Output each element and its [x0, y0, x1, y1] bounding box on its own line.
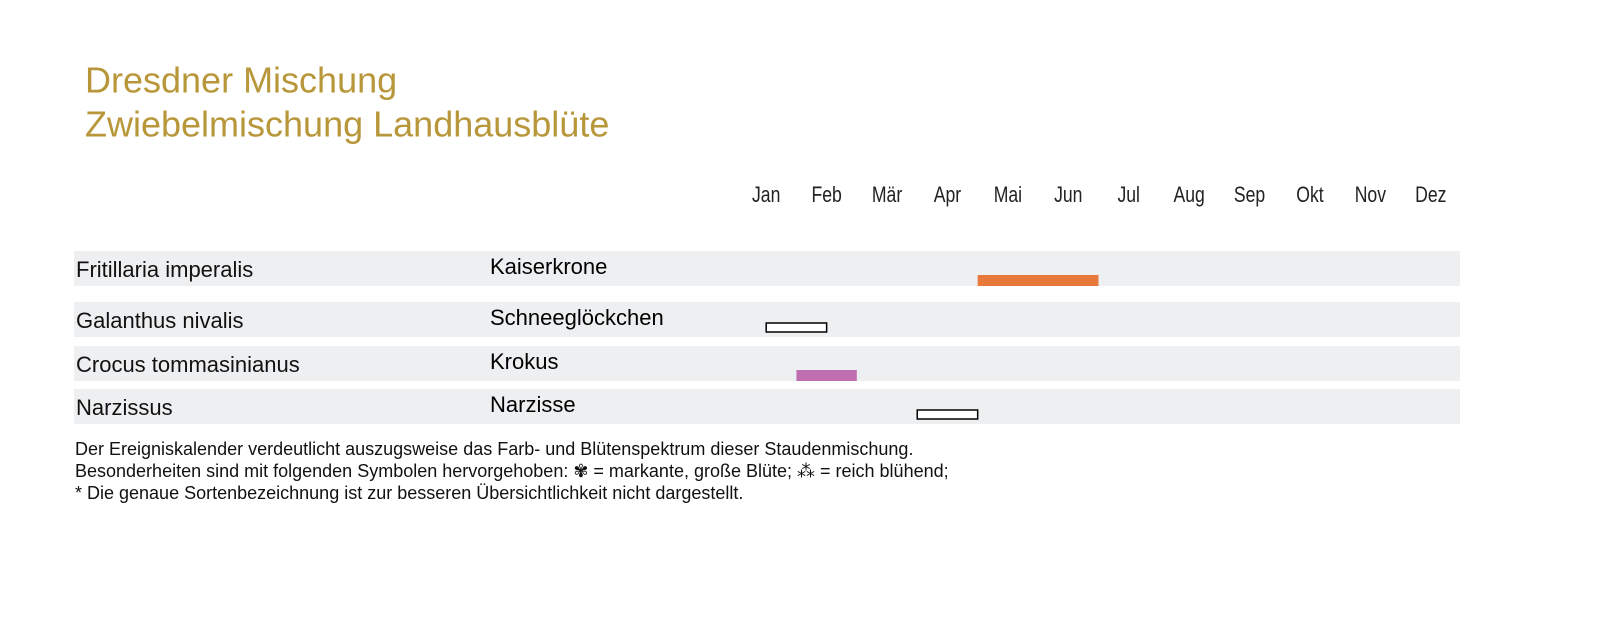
latin-name: Crocus tommasinianus: [76, 352, 300, 377]
latin-name: Galanthus nivalis: [76, 308, 244, 333]
common-name: Narzisse: [490, 392, 576, 417]
month-label: Sep: [1234, 183, 1265, 207]
month-label: Feb: [811, 183, 841, 207]
month-label: Jul: [1117, 183, 1139, 207]
month-label: Apr: [934, 183, 962, 207]
note: * Die genaue Sortenbezeichnung ist zur b…: [75, 483, 743, 503]
row-background: [74, 251, 1460, 286]
common-name: Kaiserkrone: [490, 254, 607, 279]
common-name: Krokus: [490, 349, 558, 374]
month-label: Mai: [994, 183, 1022, 207]
month-label: Jun: [1054, 183, 1082, 207]
bloom-bar: [916, 409, 979, 420]
month-label: Jan: [752, 183, 780, 207]
bloom-bar: [977, 275, 1099, 286]
note: Der Ereigniskalender verdeutlicht auszug…: [75, 439, 913, 459]
latin-name: Narzissus: [76, 395, 173, 420]
chart-subtitle: Zwiebelmischung Landhausblüte: [85, 104, 609, 145]
row-background: [74, 389, 1460, 424]
month-label: Okt: [1296, 183, 1324, 207]
month-label: Aug: [1173, 183, 1204, 207]
bloom-bar: [765, 322, 828, 333]
row-background: [74, 346, 1460, 381]
latin-name: Fritillaria imperalis: [76, 257, 253, 282]
bloom-bar: [796, 370, 857, 381]
common-name: Schneeglöckchen: [490, 305, 664, 330]
month-label: Nov: [1355, 183, 1386, 207]
month-label: Dez: [1415, 183, 1446, 207]
chart-title: Dresdner Mischung: [85, 60, 397, 101]
note: Besonderheiten sind mit folgenden Symbol…: [75, 461, 949, 481]
month-label: Mär: [872, 183, 903, 207]
